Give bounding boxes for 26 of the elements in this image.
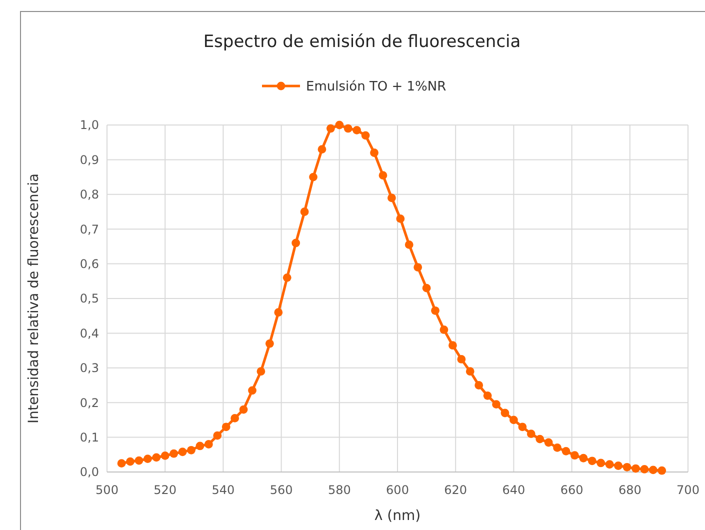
y-tick-label: 0,5 [80,292,99,306]
x-tick-label: 600 [386,483,409,498]
y-tick-label: 0,8 [80,188,99,202]
x-tick-label: 680 [618,483,642,498]
y-tick-label: 0,7 [80,222,99,236]
x-tick-label: 700 [676,483,700,498]
x-tick-label: 540 [212,483,235,498]
y-tick-label: 0,6 [80,257,99,271]
y-tick-label: 0,9 [80,152,99,167]
chart-title: Espectro de emisión de fluorescencia [203,32,521,52]
legend-label: Emulsión TO + 1%NR [306,80,446,95]
x-tick-label: 520 [154,483,177,498]
x-tick-label: 560 [270,483,293,498]
x-tick-label: 660 [560,483,584,498]
y-tick-label: 0,3 [80,361,99,376]
y-tick-label: 0,1 [80,430,99,444]
x-tick-label: 500 [96,483,118,498]
x-tick-label: 580 [328,483,351,498]
y-tick-label: 0,2 [80,396,99,410]
x-axis-title: λ (nm) [374,508,421,524]
y-tick-label: 0,4 [80,326,99,340]
y-axis-title: Intensidad relativa de fluorescencia [26,173,42,424]
y-tick-label: 0,0 [80,465,99,480]
x-tick-label: 640 [502,483,526,498]
y-tick-label: 1,0 [80,118,99,132]
x-tick-label: 620 [444,483,468,498]
